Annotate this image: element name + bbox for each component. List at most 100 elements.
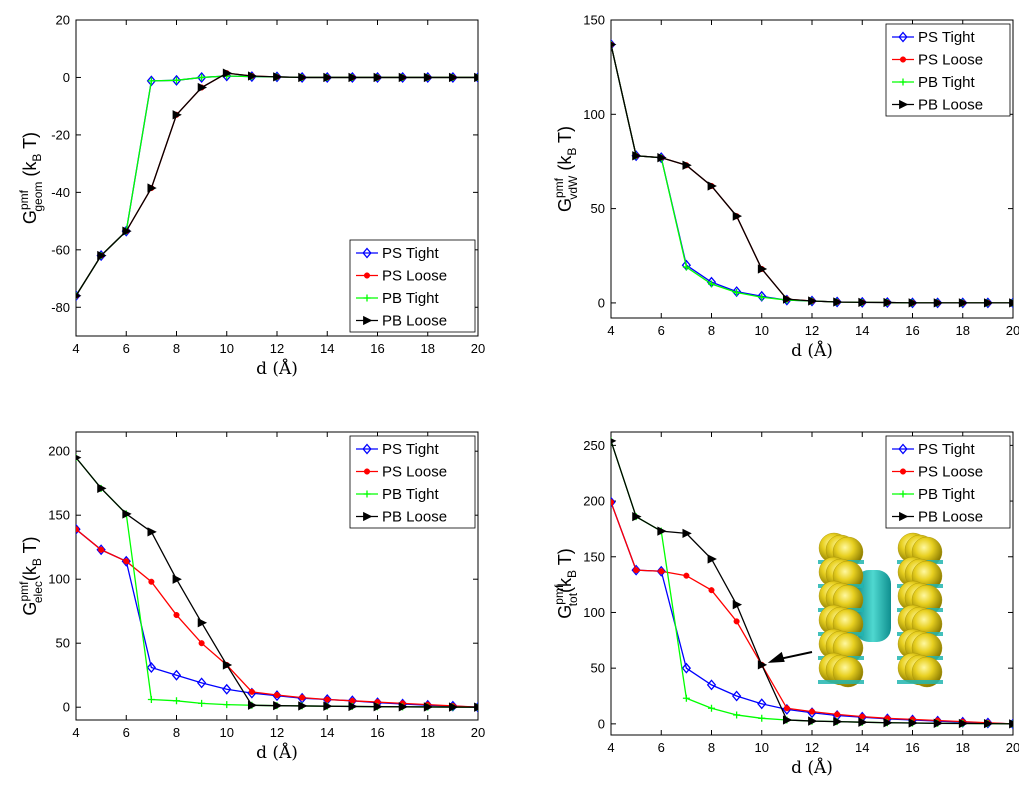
x-tick-label: 16 bbox=[370, 725, 384, 740]
data-point bbox=[708, 704, 715, 712]
data-point bbox=[196, 71, 207, 83]
x-tick-label: 8 bbox=[708, 740, 715, 755]
legend-marker bbox=[363, 468, 371, 475]
x-axis-label: d (Å) bbox=[256, 358, 298, 379]
molecular-structure-image bbox=[818, 532, 943, 688]
x-axis-label: d (Å) bbox=[256, 742, 298, 763]
series-line bbox=[611, 501, 1013, 725]
data-point bbox=[731, 286, 742, 298]
legend-label: PB Loose bbox=[918, 97, 983, 114]
data-point bbox=[147, 183, 157, 193]
arrow-head bbox=[767, 651, 785, 663]
legend-label: PS Loose bbox=[918, 52, 983, 69]
data-point bbox=[146, 75, 157, 87]
data-point bbox=[348, 72, 358, 83]
data-point bbox=[1009, 719, 1013, 729]
teal-band bbox=[897, 680, 943, 684]
data-point bbox=[633, 567, 640, 574]
series-line bbox=[611, 501, 1013, 725]
data-point bbox=[123, 558, 130, 565]
x-tick-label: 4 bbox=[72, 341, 79, 356]
legend-marker bbox=[898, 443, 908, 455]
data-point bbox=[758, 293, 766, 301]
data-point bbox=[173, 697, 180, 705]
data-point bbox=[222, 660, 233, 670]
data-point bbox=[298, 701, 308, 711]
legend-label: PB Loose bbox=[382, 509, 447, 526]
data-point bbox=[248, 688, 255, 695]
x-tick-label: 6 bbox=[123, 341, 130, 356]
data-point bbox=[423, 72, 434, 83]
data-point bbox=[682, 263, 690, 271]
x-tick-label: 6 bbox=[658, 740, 665, 755]
data-point bbox=[76, 454, 82, 461]
y-tick-label: 150 bbox=[48, 508, 70, 523]
data-point bbox=[611, 499, 615, 506]
data-point bbox=[172, 574, 182, 584]
data-point bbox=[173, 76, 180, 84]
data-point bbox=[323, 72, 333, 83]
legend-label: PB Loose bbox=[918, 509, 983, 526]
data-point bbox=[76, 293, 82, 299]
data-point bbox=[732, 600, 743, 610]
legend-marker bbox=[899, 490, 907, 498]
data-point bbox=[833, 716, 843, 727]
data-point bbox=[782, 294, 793, 304]
data-point bbox=[833, 297, 843, 307]
x-tick-label: 20 bbox=[1006, 740, 1019, 755]
x-tick-label: 10 bbox=[220, 341, 234, 356]
data-point bbox=[682, 160, 692, 170]
data-point bbox=[933, 718, 944, 728]
legend-label: PB Tight bbox=[918, 74, 976, 91]
data-point bbox=[398, 702, 409, 712]
data-point bbox=[782, 715, 793, 725]
x-tick-label: 16 bbox=[370, 341, 384, 356]
x-tick-label: 20 bbox=[1006, 323, 1019, 338]
data-point bbox=[808, 716, 818, 726]
legend-box bbox=[349, 239, 476, 333]
x-axis-label: d (Å) bbox=[791, 340, 833, 361]
data-point bbox=[657, 526, 667, 536]
data-point bbox=[323, 701, 333, 711]
x-tick-label: 14 bbox=[855, 740, 869, 755]
series-ps-loose bbox=[76, 526, 478, 711]
data-point bbox=[682, 528, 692, 539]
y-tick-label: 150 bbox=[583, 549, 605, 564]
y-tick-label: 100 bbox=[583, 605, 605, 620]
legend-marker bbox=[363, 294, 371, 302]
data-point bbox=[171, 74, 182, 86]
data-point bbox=[883, 297, 893, 308]
y-tick-label: -40 bbox=[51, 185, 70, 200]
y-tick-label: 0 bbox=[63, 700, 70, 715]
data-point bbox=[122, 226, 132, 236]
data-point bbox=[223, 701, 231, 709]
data-point bbox=[474, 72, 478, 83]
legend-label: PS Tight bbox=[382, 441, 440, 458]
x-tick-label: 10 bbox=[755, 323, 769, 338]
data-point bbox=[707, 554, 717, 564]
data-point bbox=[757, 290, 767, 302]
data-point bbox=[198, 699, 206, 707]
data-point bbox=[148, 578, 155, 585]
y-axis-label: GpmfvdW (kB T) bbox=[552, 126, 580, 212]
x-tick-label: 20 bbox=[471, 725, 485, 740]
series-ps-loose bbox=[611, 499, 1013, 727]
data-point bbox=[757, 660, 768, 670]
legend-label: PS Loose bbox=[918, 464, 983, 481]
data-point bbox=[732, 211, 743, 221]
y-tick-label: 100 bbox=[583, 107, 605, 122]
y-tick-label: 50 bbox=[591, 661, 605, 676]
y-tick-label: -80 bbox=[51, 300, 70, 315]
data-point bbox=[706, 679, 717, 691]
legend: PS Tight PS Loose PB Tight PB Loose bbox=[885, 435, 1011, 529]
data-point bbox=[733, 289, 741, 297]
x-tick-label: 8 bbox=[173, 341, 180, 356]
y-tick-label: 100 bbox=[48, 572, 70, 587]
legend-label: PS Loose bbox=[382, 268, 447, 285]
data-point bbox=[733, 618, 740, 625]
legend-box bbox=[885, 435, 1011, 529]
data-point bbox=[731, 690, 742, 702]
data-point bbox=[273, 691, 281, 699]
y-tick-label: 150 bbox=[583, 13, 605, 28]
